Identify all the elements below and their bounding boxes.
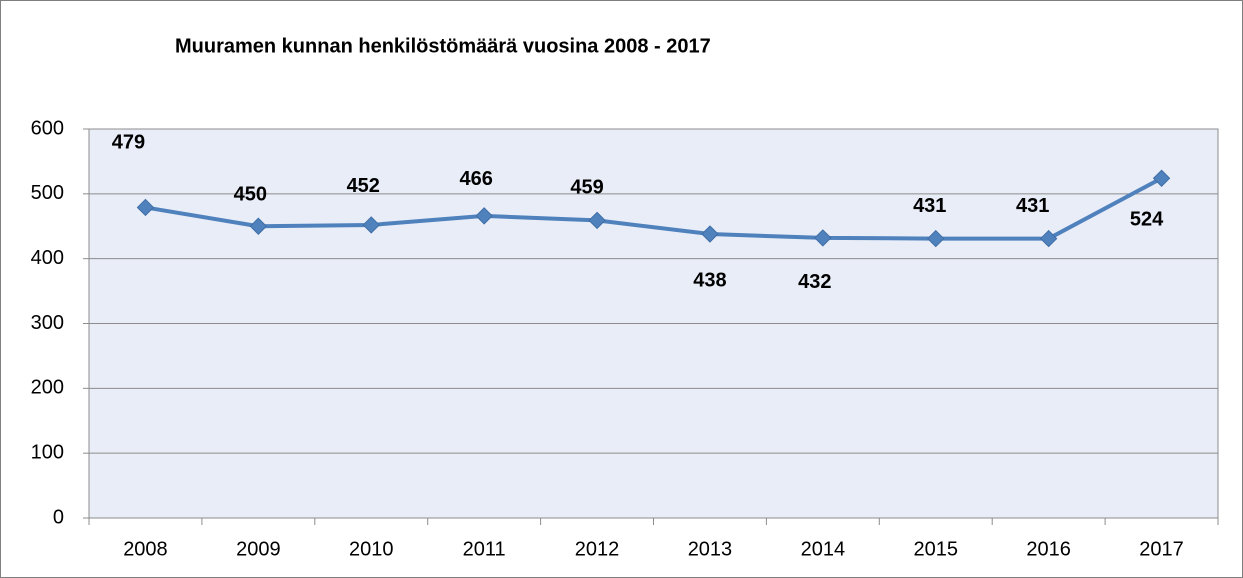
y-tick-label: 500 <box>31 182 64 204</box>
x-tick-label: 2014 <box>801 538 846 560</box>
marker <box>814 229 832 247</box>
data-label: 452 <box>347 175 380 197</box>
marker <box>362 216 380 234</box>
y-tick-label: 0 <box>53 506 64 528</box>
y-tick-label: 600 <box>31 117 64 139</box>
data-label: 432 <box>798 271 831 293</box>
x-tick-label: 2017 <box>1139 538 1184 560</box>
marker <box>475 207 493 225</box>
x-tick-label: 2015 <box>914 538 959 560</box>
marker <box>249 217 268 235</box>
marker <box>927 229 945 248</box>
x-tick-label: 2012 <box>575 538 620 560</box>
data-label: 459 <box>570 177 603 199</box>
y-tick-label: 300 <box>31 312 64 334</box>
line <box>145 176 1163 241</box>
marker <box>136 198 155 217</box>
data-label: 431 <box>1016 195 1049 217</box>
data-label: 479 <box>112 132 145 154</box>
data-label: 450 <box>234 184 267 206</box>
marker <box>701 225 719 243</box>
y-tick-label: 400 <box>31 247 64 269</box>
y-tick-label: 200 <box>31 377 64 399</box>
x-tick-label: 2010 <box>349 538 394 560</box>
data-label: 438 <box>693 269 726 291</box>
x-tick-label: 2008 <box>123 538 168 560</box>
x-tick-label: 2009 <box>236 538 281 560</box>
chart-title: Muuramen kunnan henkilöstömäärä vuosina … <box>175 35 711 57</box>
x-tick-label: 2016 <box>1026 538 1071 560</box>
y-tick-label: 100 <box>31 441 64 463</box>
data-label: 466 <box>459 168 492 190</box>
marker <box>588 211 606 230</box>
marker <box>1152 169 1171 187</box>
x-tick-label: 2011 <box>463 538 506 560</box>
marker <box>1039 229 1058 248</box>
data-label: 524 <box>1130 209 1164 231</box>
x-tick-label: 2013 <box>688 538 733 560</box>
data-label: 431 <box>913 195 946 217</box>
